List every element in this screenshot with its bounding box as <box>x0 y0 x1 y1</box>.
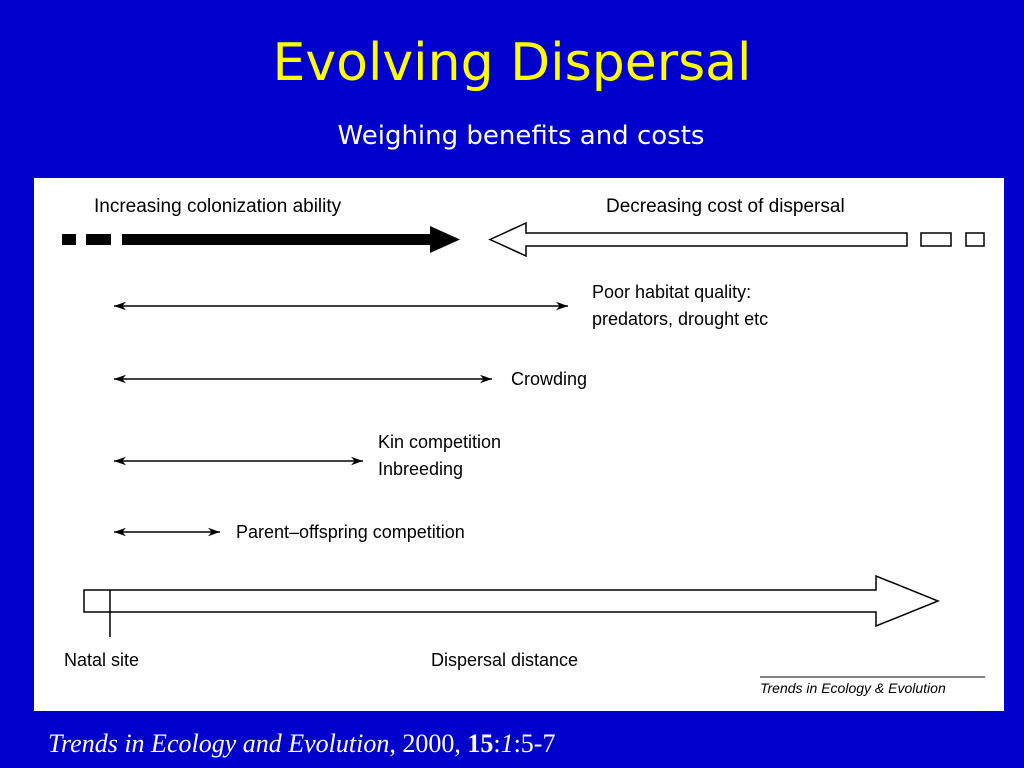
crowding-label: Crowding <box>511 369 587 389</box>
slide-subtitle: Weighing benefits and costs <box>337 121 705 151</box>
colonization-label: Increasing colonization ability <box>94 196 342 217</box>
dash-segment <box>920 232 952 247</box>
dispersal-distance-label: Dispersal distance <box>431 650 578 670</box>
cost-arrow <box>488 221 985 258</box>
habitat-line-2: predators, drought etc <box>592 309 768 329</box>
dispersal-axis-arrow <box>83 574 941 628</box>
citation-year: , 2000, <box>389 729 468 758</box>
dash-segment <box>86 234 111 245</box>
habitat-label: Poor habitat quality: predators, drought… <box>592 282 768 329</box>
slide-title: Evolving Dispersal <box>272 33 752 93</box>
citation-issue: 1 <box>500 729 514 758</box>
arrow-body <box>122 226 460 253</box>
dash-segment <box>965 232 985 247</box>
axis-arrow-body <box>83 574 941 628</box>
colonization-arrow <box>62 226 460 253</box>
habitat-line-1: Poor habitat quality: <box>592 282 751 302</box>
citation-volume: 15 <box>467 729 494 758</box>
dispersal-cost-label: Decreasing cost of dispersal <box>606 196 845 217</box>
kin-line-2: Inbreeding <box>378 459 463 479</box>
citation-sep: : <box>493 729 501 758</box>
journal-mark: Trends in Ecology & Evolution <box>760 680 946 696</box>
parent-offspring-label: Parent–offspring competition <box>236 522 465 542</box>
dispersal-diagram: Increasing colonization ability Decreasi… <box>62 196 985 696</box>
arrow-body <box>488 221 908 258</box>
kin-line-1: Kin competition <box>378 432 501 452</box>
kin-label: Kin competition Inbreeding <box>378 432 506 479</box>
citation-pages: :5-7 <box>513 729 556 758</box>
dash-segment <box>62 234 76 245</box>
citation: Trends in Ecology and Evolution, 2000, 1… <box>48 726 555 762</box>
diagram-panel: Increasing colonization ability Decreasi… <box>34 178 1004 711</box>
natal-site-label: Natal site <box>64 650 139 670</box>
citation-journal: Trends in Ecology and Evolution <box>48 729 390 758</box>
